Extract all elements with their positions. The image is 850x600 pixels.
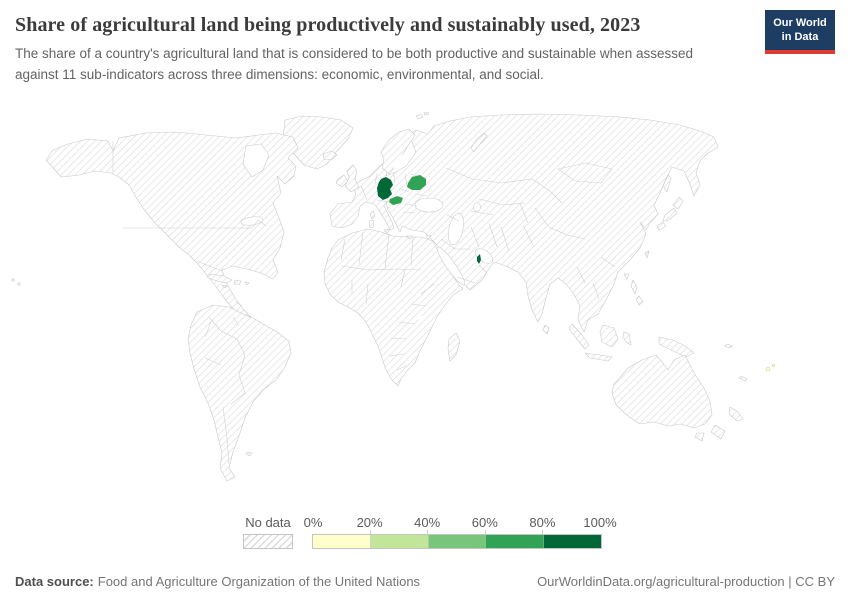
landmass-java: [584, 352, 613, 362]
country-borders: [112, 141, 616, 465]
landmass-tasmania: [694, 432, 705, 442]
landmass-sicily: [383, 228, 391, 235]
legend-tick-0: 0%: [303, 515, 323, 530]
page-title: Share of agricultural land being product…: [15, 14, 641, 36]
landmass-north-america: [45, 131, 299, 330]
no-data-swatch[interactable]: [243, 534, 293, 549]
landmass-falklands: [245, 451, 253, 457]
landmass-philippines: [630, 279, 644, 306]
country-fiji[interactable]: [765, 363, 776, 372]
lake-baikal: [596, 161, 606, 168]
attribution-link[interactable]: OurWorldinData.org/agricultural-producti…: [537, 574, 835, 589]
landmass-novaya-zemlya: [470, 132, 488, 153]
chart-header: Share of agricultural land being product…: [15, 10, 835, 86]
lake-victoria: [418, 316, 424, 322]
legend-scale: 0% 20% 40% 60% 80% 100%: [304, 515, 617, 549]
landmass-new-zealand: [710, 406, 744, 440]
landmass-south-america: [187, 304, 292, 482]
legend-tickmark: [369, 530, 371, 534]
landmass-scandinavia: [380, 128, 416, 175]
landmass-sumatra: [568, 323, 590, 350]
landmass-new-caledonia: [738, 375, 748, 382]
legend-tick-100: 100%: [583, 515, 617, 530]
owid-logo-accent-bar: [765, 49, 835, 54]
legend-bin-40-60[interactable]: [428, 535, 487, 548]
legend-tick-80: 80%: [529, 515, 556, 530]
sea-caspian: [448, 212, 464, 246]
sea-persian-gulf: [474, 248, 494, 264]
landmass-crete: [405, 235, 413, 240]
landmass-jamaica: [221, 284, 228, 289]
lake-great-lakes: [240, 216, 264, 226]
landmass-sri-lanka: [542, 324, 550, 335]
landmass-solomon-islands: [724, 343, 733, 349]
legend-bin-20-40[interactable]: [370, 535, 429, 548]
landmass-australia: [611, 354, 713, 429]
country-germany[interactable]: [377, 177, 393, 200]
legend-tickmark: [427, 530, 429, 534]
sea-red-sea: [437, 246, 465, 286]
sea-baltic: [393, 154, 405, 172]
landmass-svalbard: [415, 111, 430, 120]
landmass-cyprus: [425, 234, 432, 240]
legend-tick-40: 40%: [414, 515, 441, 530]
landmass-new-guinea: [658, 336, 695, 358]
landmass-greenland: [282, 115, 354, 170]
no-data-label: No data: [245, 515, 291, 530]
landmass-great-britain: [344, 164, 360, 193]
landmass-ireland: [335, 174, 349, 188]
sea-black-sea: [414, 197, 444, 213]
legend-bin-80-100[interactable]: [544, 535, 601, 548]
landmass-taiwan: [644, 250, 650, 259]
legend-color-bar: [312, 534, 602, 549]
landmass-borneo: [599, 324, 619, 348]
landmass-sardinia: [368, 219, 375, 229]
landmass-hawaii: [11, 278, 15, 282]
landmass-hawaii-2: [17, 282, 21, 286]
landmass-sulawesi: [622, 331, 632, 346]
owid-logo-line2: in Data: [781, 31, 819, 44]
landmass-cuba: [206, 273, 233, 284]
landmass-puerto-rico: [244, 281, 250, 286]
data-source: Data source: Food and Agriculture Organiz…: [15, 574, 420, 589]
map-legend: No data 0% 20% 40% 60% 80% 100%: [243, 515, 617, 549]
chart-footer: Data source: Food and Agriculture Organiz…: [15, 574, 835, 589]
legend-no-data: No data: [243, 515, 293, 549]
data-source-label: Data source:: [15, 574, 94, 589]
legend-tickmark: [542, 530, 544, 534]
country-belarus[interactable]: [407, 175, 426, 190]
legend-tickmark: [484, 530, 486, 534]
landmass-sakhalin: [662, 174, 672, 193]
landmass-corsica: [369, 210, 376, 220]
landmass-hainan: [623, 273, 630, 280]
data-source-text: Food and Agriculture Organization of the…: [97, 574, 421, 589]
landmass-japan: [656, 196, 684, 231]
owid-logo-line1: Our World: [773, 17, 827, 29]
owid-logo[interactable]: Our World in Data: [765, 10, 835, 54]
country-hungary[interactable]: [389, 196, 403, 205]
sea-hudson-bay: [242, 143, 270, 178]
legend-tick-60: 60%: [471, 515, 498, 530]
chart-subtitle: The share of a country's agricultural la…: [15, 46, 693, 82]
landmass-hispaniola: [233, 279, 242, 286]
landmass-madagascar: [447, 332, 461, 362]
legend-bin-0-20[interactable]: [313, 535, 371, 548]
world-map[interactable]: [0, 108, 850, 506]
sea-aral: [473, 202, 481, 212]
country-qatar[interactable]: [477, 254, 481, 264]
legend-tick-20: 20%: [356, 515, 383, 530]
landmass-iceland: [322, 150, 338, 161]
legend-bin-60-80[interactable]: [486, 535, 545, 548]
